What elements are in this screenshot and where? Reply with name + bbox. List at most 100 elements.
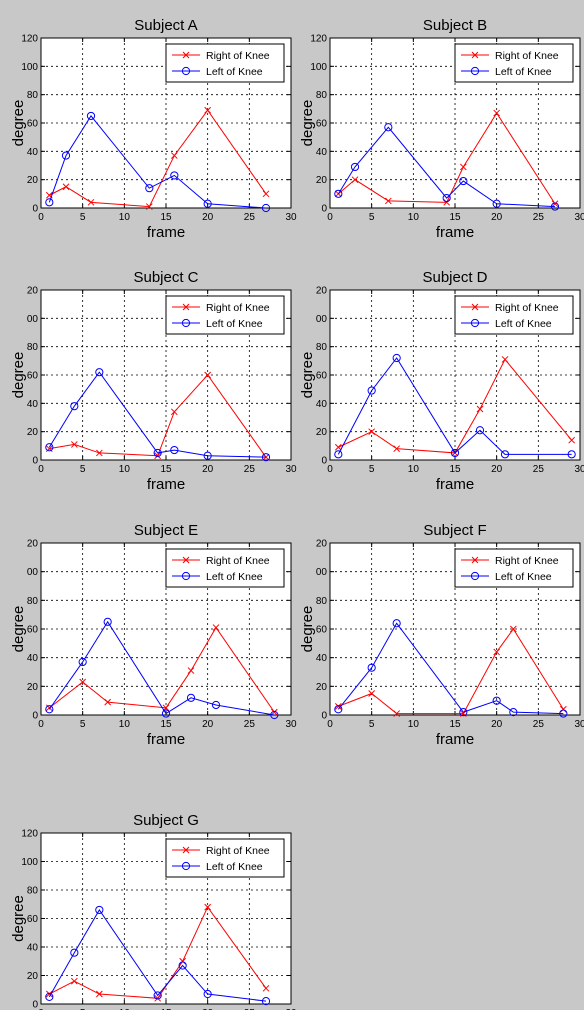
data-point-left-of-knee [45,198,54,207]
y-tick-label: 40 [316,147,328,158]
y-tick-label: 60 [27,914,39,925]
y-tick-label: 20 [27,286,39,297]
legend-marker-circle [181,66,191,76]
data-point-right-of-knee [334,443,342,451]
y-tick-label: 40 [27,399,39,410]
legend: Right of Knee Left of Knee [165,838,285,878]
x-tick-label: 5 [369,212,375,223]
x-tick-label: 15 [160,719,172,730]
x-tick-label: 30 [285,464,297,475]
x-tick-label: 0 [38,1008,44,1010]
legend-marker-x [182,303,190,311]
legend-label: Left of Knee [206,861,263,873]
legend-label: Right of Knee [206,555,270,567]
y-tick-label: 40 [27,943,39,954]
legend-label: Left of Knee [495,571,552,583]
subplot-b: 0 5 10 15 20 25 30 0 20 40 60 80 100 120 Subject B fram… [299,17,584,241]
data-point-right-of-knee [70,977,78,985]
y-tick-label: 80 [27,90,39,101]
y-tick-label: 40 [316,653,328,664]
x-tick-label: 25 [533,464,545,475]
legend-box [454,43,574,83]
x-tick-label: 25 [533,212,545,223]
legend-marker-x [182,51,190,59]
y-tick-label: 20 [316,286,328,297]
data-point-left-of-knee [45,443,54,452]
y-tick-label: 80 [27,886,39,897]
data-point-left-of-knee [500,450,510,459]
data-point-right-of-knee [262,190,270,198]
y-tick-label: 0 [321,204,327,215]
y-tick-label: 80 [316,342,328,353]
data-point-left-of-knee [203,451,212,460]
chart-title: Subject G [133,812,199,829]
data-point-right-of-knee [270,708,278,716]
y-axis-label: degree [10,895,27,942]
data-point-left-of-knee [392,353,401,363]
x-tick-label: 15 [449,719,461,730]
data-point-left-of-knee [384,123,393,132]
x-tick-label: 30 [285,719,297,730]
data-point-left-of-knee [550,202,560,211]
data-point-right-of-knee [179,957,187,965]
legend-label: Right of Knee [206,50,270,62]
data-point-left-of-knee [392,619,401,628]
x-tick-label: 0 [38,212,44,223]
legend-label: Right of Knee [495,50,559,62]
x-tick-label: 0 [327,464,333,475]
data-point-left-of-knee [567,450,576,459]
x-axis-label: frame [436,476,474,493]
data-point-left-of-knee [492,199,501,208]
chart-title: Subject D [422,269,487,286]
x-tick-label: 30 [285,212,297,223]
data-point-right-of-knee [393,445,401,453]
data-point-right-of-knee [501,356,509,363]
legend-marker-x [471,51,479,59]
legend-label: Right of Knee [206,845,270,857]
data-point-right-of-knee [204,106,212,114]
subplot-f: 0 5 10 15 20 25 30 0 20 40 60 80 00 20 Subject F frame d… [299,522,584,748]
y-tick-label: 0 [32,711,38,722]
y-tick-label: 120 [21,34,38,45]
series-line-left-of-knee [337,357,572,455]
axes-frame [329,37,581,209]
legend: Right of Knee Left of Knee [165,295,285,335]
x-tick-label: 20 [202,1008,214,1010]
x-axis-label: frame [436,224,474,241]
x-tick-label: 20 [491,212,503,223]
data-point-left-of-knee [203,989,212,999]
x-tick-label: 10 [119,719,131,730]
y-tick-label: 0 [321,456,327,467]
data-point-right-of-knee [393,710,401,717]
x-tick-label: 5 [80,1008,86,1010]
legend-label: Left of Knee [495,318,552,330]
data-point-right-of-knee [79,678,87,686]
y-tick-label: 100 [21,62,38,73]
legend-label: Left of Knee [495,66,552,78]
subplot-a: 0 5 10 15 20 25 30 0 20 40 60 80 100 120 Subject A fram… [10,17,297,241]
x-tick-label: 25 [244,719,256,730]
series-line-left-of-knee [48,909,267,1002]
data-point-left-of-knee [475,426,485,435]
data-point-right-of-knee [204,903,212,911]
x-tick-label: 5 [80,719,86,730]
legend: Right of Knee Left of Knee [165,43,285,83]
y-tick-label: 80 [27,342,39,353]
y-tick-label: 100 [21,857,38,868]
y-tick-label: 00 [316,567,328,578]
data-point-right-of-knee [493,648,501,656]
legend-box [165,295,285,335]
data-point-left-of-knee [170,171,179,180]
y-axis-label: degree [299,100,316,147]
y-tick-label: 40 [316,399,328,410]
data-point-left-of-knee [45,705,54,714]
data-point-left-of-knee [261,453,271,462]
x-tick-label: 15 [449,212,461,223]
x-tick-label: 25 [244,1008,256,1010]
y-tick-label: 00 [27,314,39,325]
data-point-left-of-knee [367,663,376,672]
y-tick-label: 0 [321,711,327,722]
y-tick-label: 20 [27,971,39,982]
data-point-right-of-knee [262,453,270,461]
x-tick-label: 10 [119,212,131,223]
